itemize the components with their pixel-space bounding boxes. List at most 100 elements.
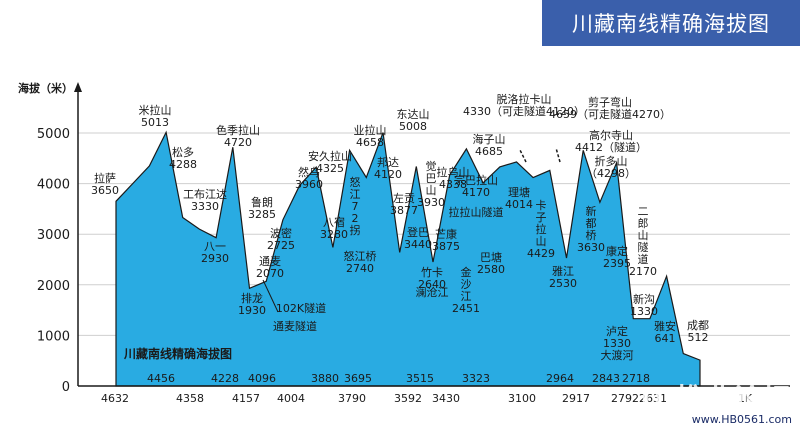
place-label-33: 山 (536, 235, 547, 248)
place-elev-label: 4014 (505, 198, 533, 211)
y-tick-label: 0 (62, 380, 70, 395)
inner-km-label: 2964 (546, 372, 574, 385)
place-elev-label: 5008 (399, 120, 427, 133)
place-elev-label: 2580 (477, 263, 505, 276)
place-elev-label: 1330 (630, 305, 658, 318)
y-tick-label: 1000 (37, 329, 70, 344)
place-elev-label: （4298） (586, 167, 636, 180)
bottom-km-label: 4358 (176, 392, 204, 405)
place-label-42: 郎 (638, 216, 649, 230)
place-label-15: 怒江桥 (344, 249, 377, 263)
place-label-42: 隧 (638, 240, 649, 254)
bottom-km-label: 2631 (639, 392, 667, 405)
tunnel-marker (519, 149, 527, 163)
place-elev-label: 4658 (356, 136, 384, 149)
watermark-text: DI推业论坛 (640, 382, 792, 415)
bottom-km-label: 4632 (101, 392, 129, 405)
place-label-31: 理塘 (508, 185, 530, 199)
place-label-42: 道 (638, 252, 649, 266)
elevation-area (115, 130, 701, 387)
chart-title: 川藏南线精确海拔图 (572, 12, 770, 36)
place-label-39: 康定 (606, 244, 628, 258)
place-elev-label: 3440 (404, 238, 432, 251)
place-elev-label: 3960 (295, 178, 323, 191)
watermark-url: www.HB0561.com (691, 413, 792, 426)
bottom-km-label: 3592 (394, 392, 422, 405)
place-elev-label: 2640 (418, 278, 446, 291)
inner-km-label: 2843 (592, 372, 620, 385)
place-elev-label: 4330（可走隧道4120） (463, 104, 585, 118)
place-elev-label: 2395 (603, 257, 631, 270)
place-label-33: 子 (536, 211, 547, 224)
tunnel-label: 102K隧道 (276, 301, 326, 315)
y-tick-label: 3000 (37, 228, 70, 243)
place-label-2: 米拉山 (139, 103, 172, 117)
place-label-22: 竹卡 (421, 265, 443, 279)
place-label-16: 业拉山 (354, 123, 387, 137)
place-label-37: 新 (586, 204, 597, 218)
tunnel-leader (262, 279, 279, 313)
place-label-12: 安久拉山 (308, 149, 352, 163)
watermark: DI推业论坛 www.HB0561.com (640, 377, 792, 426)
place-elev-label: 2451 (452, 302, 480, 315)
place-label-14: 2 (352, 212, 359, 225)
place-elev-label: 2070 (256, 267, 284, 280)
bottom-km-label: 4157 (232, 392, 260, 405)
place-label-20: 觉 (426, 160, 437, 173)
place-label-14: 拐 (350, 223, 361, 237)
place-label-8: 波密 (270, 226, 292, 240)
place-label-23: 澜沧江 (416, 285, 449, 299)
place-label-40: 泸定 (606, 324, 628, 338)
place-elev-label: 3875 (432, 240, 460, 253)
place-label-41: 大渡河 (601, 348, 634, 362)
inner-km-label: 3880 (311, 372, 339, 385)
place-elev-label: 4325 (316, 162, 344, 175)
place-elev-label: 4120 (374, 168, 402, 181)
place-elev-label: 3280 (320, 228, 348, 241)
place-label-42: 山 (638, 229, 649, 242)
place-label-26: 江 (461, 290, 472, 303)
place-elev-label: 3285 (248, 208, 276, 221)
place-label-28: 拉拉山隧道 (449, 205, 504, 219)
inner-km-label: 4096 (248, 372, 276, 385)
place-elev-label: 4720 (224, 136, 252, 149)
place-elev-label: 1930 (238, 304, 266, 317)
place-label-27: 宗巴拉山 (454, 173, 498, 187)
place-elev-label: 2530 (549, 277, 577, 290)
place-label-33: 拉 (536, 222, 547, 236)
y-tick-label: 5000 (37, 127, 70, 142)
place-label-37: 桥 (586, 229, 597, 242)
bottom-km-label: 2917 (562, 392, 590, 405)
place-elev-label: 4659（可走隧道4270） (549, 107, 671, 121)
place-label-11: 然乌 (298, 165, 320, 179)
bottom-km-label: 2792 (611, 392, 639, 405)
place-label-4: 工布江达 (183, 188, 227, 201)
place-label-29: 巴塘 (480, 250, 502, 264)
tunnel-marker (555, 147, 561, 163)
inner-km-label: 2718 (622, 372, 650, 385)
place-label-43: 新沟 (633, 292, 655, 306)
place-elev-label: 2170 (629, 265, 657, 278)
place-label-36: 高尔寺山 (589, 128, 633, 142)
inner-km-label: 3695 (344, 372, 372, 385)
place-label-5: 八一 (204, 240, 226, 253)
inner-km-label: 3323 (462, 372, 490, 385)
bottom-km-label: 3100 (508, 392, 536, 405)
place-label-14: 怒 (350, 175, 361, 189)
inner-km-label: 4228 (211, 372, 239, 385)
place-elev-label: 3330 (191, 200, 219, 213)
chart-title-banner: 川藏南线精确海拔图 (542, 0, 800, 46)
place-elev-label: 4288 (169, 158, 197, 171)
place-elev-label: 4170 (462, 186, 490, 199)
place-elev-label: 512 (688, 331, 709, 344)
place-elev-label: 4412（隧道） (575, 140, 647, 154)
place-label-26: 沙 (461, 278, 472, 291)
y-axis-label: 海拔（米） (18, 81, 73, 95)
place-label-45: 成都 (687, 319, 709, 332)
place-label-19: 左贡 (393, 192, 415, 205)
place-elev-label: 3877 (390, 204, 418, 217)
place-label-6: 色季拉山 (216, 123, 260, 137)
place-label-35: 剪子弯山 (588, 95, 632, 109)
